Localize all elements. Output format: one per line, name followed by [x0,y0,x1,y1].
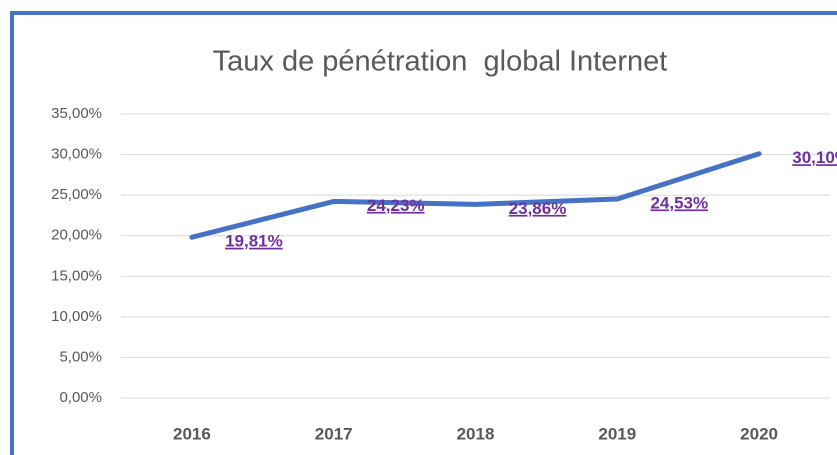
y-tick-label: 35,00% [51,105,102,122]
data-label: 19,81% [225,232,283,251]
x-tick-label: 2020 [740,424,778,443]
data-label: 24,23% [367,196,425,215]
y-tick-label: 20,00% [51,227,102,244]
x-tick-label: 2019 [598,424,636,443]
data-label: 24,53% [650,193,708,212]
chart-title: Taux de pénétration global Internet [213,46,668,78]
y-tick-label: 5,00% [59,348,102,365]
y-tick-label: 30,00% [51,146,102,163]
x-tick-label: 2017 [315,424,353,443]
y-tick-label: 25,00% [51,186,102,203]
data-label: 23,86% [509,199,567,218]
y-tick-label: 0,00% [59,389,102,406]
x-tick-label: 2016 [173,424,211,443]
y-tick-label: 10,00% [51,308,102,325]
data-label: 30,10% [792,148,837,167]
line [189,151,762,240]
x-tick-label: 2018 [457,424,495,443]
y-tick-label: 15,00% [51,267,102,284]
